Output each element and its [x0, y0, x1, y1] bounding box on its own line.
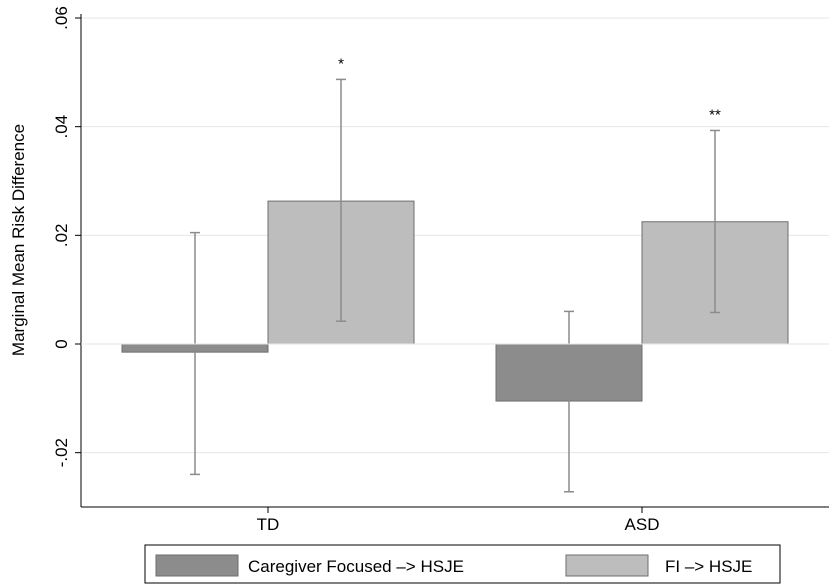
significance-label-td-series-1: *	[338, 55, 344, 72]
x-category-label-asd: ASD	[625, 515, 660, 534]
legend-swatch-1	[565, 554, 649, 577]
gridlines	[81, 17, 829, 454]
significance-labels: ***	[338, 55, 721, 123]
legend: Caregiver Focused –> HSJE FI –> HSJE	[144, 544, 781, 584]
error-bars	[190, 78, 720, 493]
y-ticks: -.02 0 .02 .04 .06	[52, 6, 81, 467]
legend-box	[144, 544, 781, 584]
y-tick-label-2: .02	[52, 224, 71, 248]
y-tick-label-0: -.02	[52, 438, 71, 467]
legend-label-0: Caregiver Focused –> HSJE	[248, 557, 464, 576]
y-axis-label: Marginal Mean Risk Difference	[9, 124, 28, 356]
legend-label-1: FI –> HSJE	[665, 557, 752, 576]
significance-label-asd-series-1: **	[709, 106, 721, 123]
legend-swatch-0	[155, 554, 239, 577]
y-tick-label-4: .06	[52, 6, 71, 30]
x-category-labels: TD ASD	[257, 507, 660, 534]
x-category-label-td: TD	[257, 515, 280, 534]
y-tick-label-1: 0	[52, 339, 71, 348]
axes	[80, 14, 829, 508]
y-tick-label-3: .04	[52, 115, 71, 139]
